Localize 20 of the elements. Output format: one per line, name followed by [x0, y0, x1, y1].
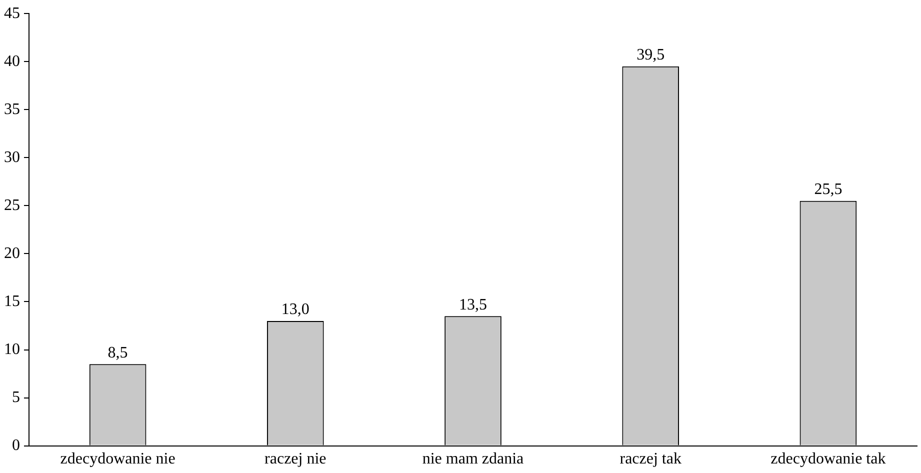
y-tick-label: 10 [4, 340, 20, 358]
data-label: 8,5 [108, 344, 128, 362]
y-tick-label: 25 [4, 196, 20, 214]
data-label: 13,0 [281, 301, 310, 318]
x-tick-label: raczej tak [620, 450, 682, 468]
x-tick-label: zdecydowanie nie [60, 450, 176, 468]
y-tick-label: 15 [4, 292, 20, 310]
x-tick-label: raczej nie [264, 450, 326, 468]
data-label: 25,5 [814, 181, 842, 198]
data-label: 39,5 [636, 46, 665, 64]
y-tick-label: 20 [4, 244, 20, 262]
data-label: 13,5 [459, 296, 487, 314]
y-tick-label: 0 [12, 437, 20, 454]
y-tick-label: 35 [4, 100, 20, 118]
x-tick-label: nie mam zdania [422, 450, 524, 468]
y-tick-label: 45 [4, 4, 20, 22]
x-tick-label: zdecydowanie tak [770, 450, 886, 468]
y-tick-label: 5 [12, 388, 20, 406]
y-tick-label: 30 [4, 148, 20, 166]
y-tick-label: 40 [4, 52, 20, 70]
